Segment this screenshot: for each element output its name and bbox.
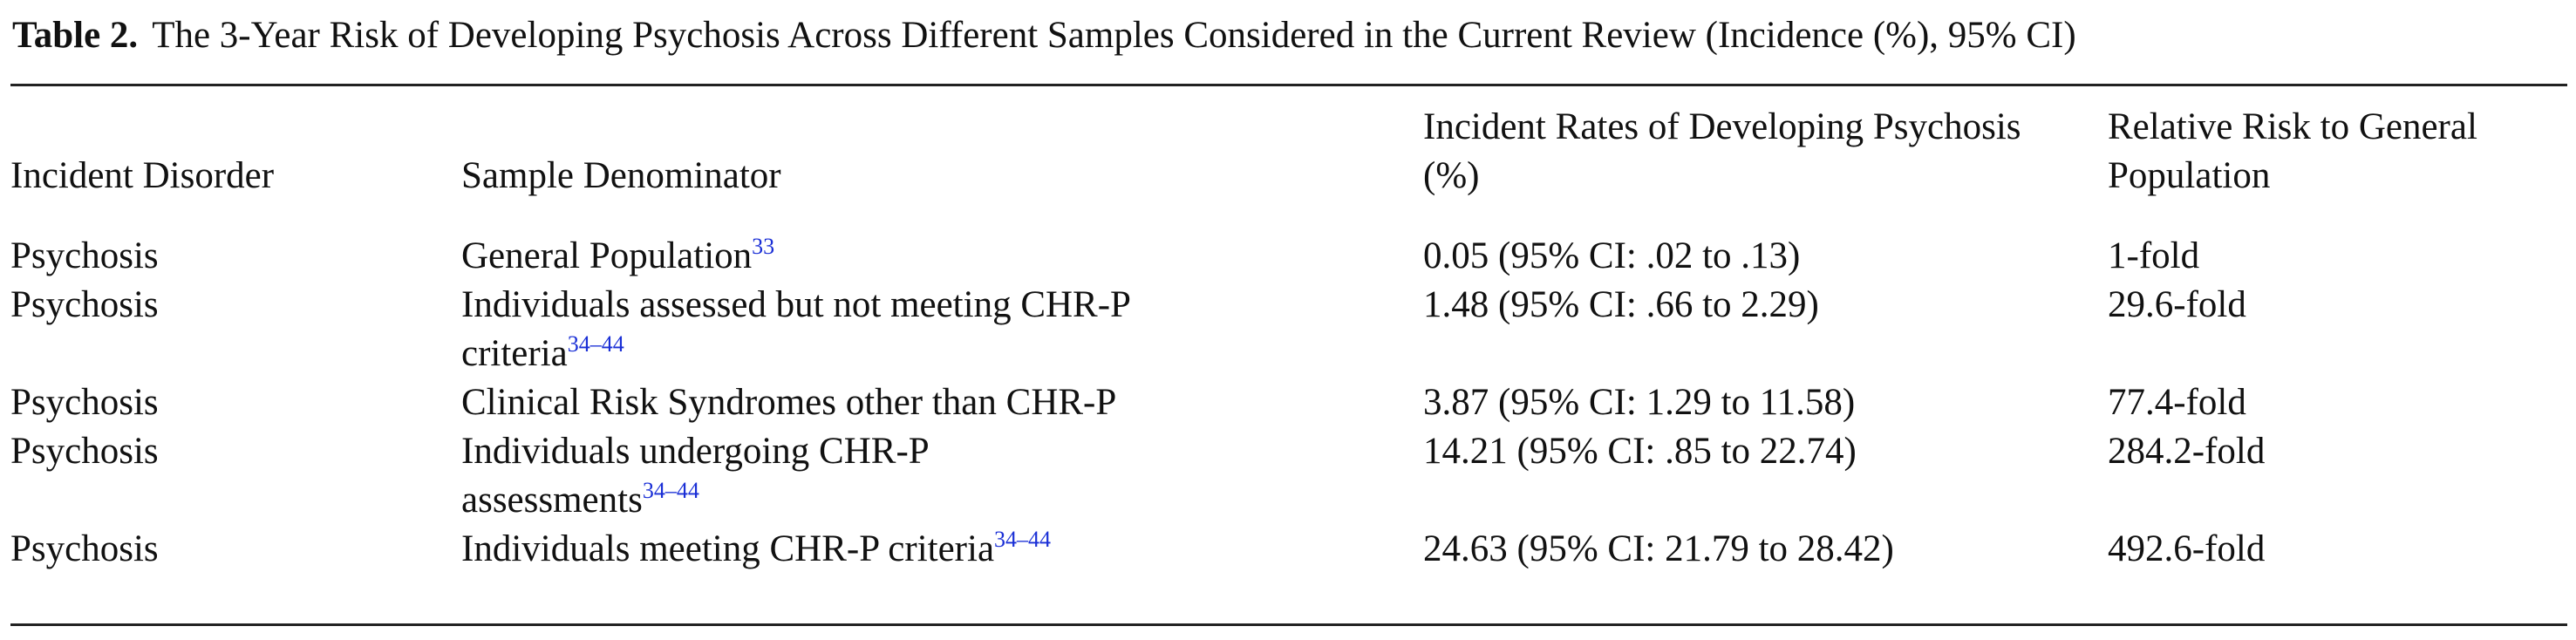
denominator-cell: Clinical Risk Syndromes other than CHR-P	[461, 382, 1117, 423]
incidence-cell: 1.48 (95% CI: .66 to 2.29)	[1423, 284, 1819, 325]
disorder-cell: Psychosis	[10, 284, 159, 325]
table-title: The 3-Year Risk of Developing Psychosis …	[152, 15, 2076, 56]
column-header-denominator: Sample Denominator	[461, 155, 781, 196]
table-row: Psychosis Individuals undergoing CHR-P a…	[10, 427, 2567, 525]
reference-link[interactable]: 33	[752, 234, 775, 259]
denominator-cell: Individuals meeting CHR-P criteria34–44	[461, 527, 1052, 570]
column-header-disorder: Incident Disorder	[10, 155, 275, 196]
disorder-cell: Psychosis	[10, 528, 159, 569]
column-header-incidence: Incident Rates of Developing Psychosis (…	[1423, 106, 2021, 196]
table-row: Psychosis General Population33 0.05 (95%…	[10, 232, 2567, 281]
table-row: Psychosis Clinical Risk Syndromes other …	[10, 378, 2567, 427]
incidence-cell: 3.87 (95% CI: 1.29 to 11.58)	[1423, 382, 1856, 423]
incidence-cell: 0.05 (95% CI: .02 to .13)	[1423, 235, 1801, 276]
risk-table: Incident Disorder Sample Denominator Inc…	[10, 103, 2567, 574]
bottom-rule	[10, 623, 2567, 626]
disorder-cell: Psychosis	[10, 235, 159, 276]
incidence-cell: 14.21 (95% CI: .85 to 22.74)	[1423, 431, 1857, 472]
disorder-cell: Psychosis	[10, 431, 159, 472]
column-header-relative-risk: Relative Risk to General Population	[2108, 106, 2477, 196]
table-row: Psychosis Individuals meeting CHR-P crit…	[10, 525, 2567, 574]
top-rule	[10, 84, 2567, 86]
relative-risk-cell: 284.2-fold	[2108, 431, 2266, 472]
relative-risk-cell: 492.6-fold	[2108, 528, 2266, 569]
reference-link[interactable]: 34–44	[642, 478, 699, 503]
reference-link[interactable]: 34–44	[994, 527, 1052, 552]
table-row: Psychosis Individuals assessed but not m…	[10, 281, 2567, 378]
table-label: Table 2.	[12, 15, 139, 56]
disorder-cell: Psychosis	[10, 382, 159, 423]
denominator-cell: General Population33	[461, 234, 775, 277]
relative-risk-cell: 29.6-fold	[2108, 284, 2246, 325]
denominator-cell: Individuals assessed but not meeting CHR…	[461, 284, 1130, 374]
reference-link[interactable]: 34–44	[567, 331, 624, 357]
denominator-cell: Individuals undergoing CHR-P assessments…	[461, 431, 929, 521]
relative-risk-cell: 1-fold	[2108, 235, 2200, 276]
relative-risk-cell: 77.4-fold	[2108, 382, 2246, 423]
incidence-cell: 24.63 (95% CI: 21.79 to 28.42)	[1423, 528, 1894, 569]
table-caption: Table 2. The 3-Year Risk of Developing Ps…	[12, 12, 2076, 59]
table-header-row: Incident Disorder Sample Denominator Inc…	[10, 103, 2567, 232]
